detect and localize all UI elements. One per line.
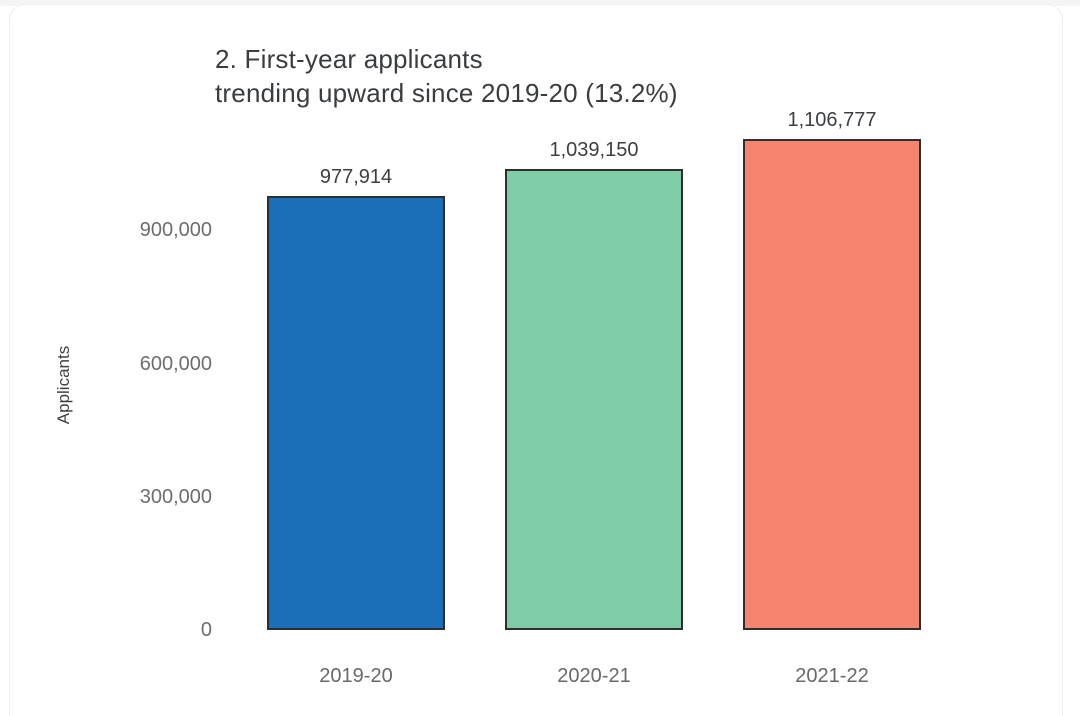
bar-value-label: 977,914 [319, 165, 393, 188]
y-axis-title: Applicants [54, 345, 73, 425]
bar-2020-21 [505, 168, 683, 630]
bar-value-label: 1,106,777 [787, 108, 877, 131]
chart-title-line1: 2. First-year applicants [215, 44, 483, 74]
x-tick-label: 2021-22 [795, 665, 869, 687]
chart-title-line2: trending upward since 2019-20 (13.2%) [215, 78, 678, 108]
x-tick-label: 2020-21 [557, 665, 631, 687]
y-tick-label: 0 [200, 619, 212, 641]
bar-2019-20 [267, 195, 445, 630]
bar-2021-22 [743, 138, 921, 630]
y-tick-label: 300,000 [139, 485, 212, 508]
x-tick-label: 2019-20 [319, 665, 393, 687]
y-tick-label: 600,000 [139, 352, 212, 375]
y-tick-label: 900,000 [139, 219, 212, 242]
chart-title: 2. First-year applicants trending upward… [215, 42, 678, 110]
bar-value-label: 1,039,150 [549, 138, 639, 161]
page-background-strip [0, 0, 1080, 6]
